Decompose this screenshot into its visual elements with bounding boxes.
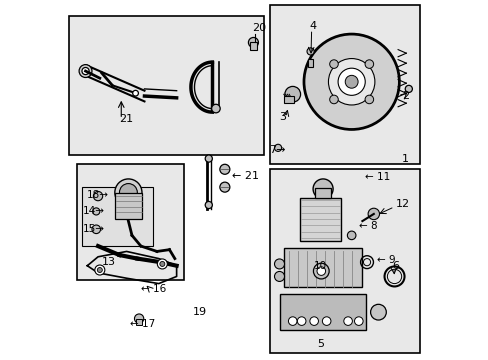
Circle shape [274,144,281,152]
Text: ← 16: ← 16 [141,284,166,294]
Circle shape [97,267,102,273]
Circle shape [370,304,386,320]
Text: ← 21: ← 21 [231,171,259,181]
Circle shape [365,60,373,68]
Circle shape [354,317,363,325]
Circle shape [211,104,220,113]
Circle shape [95,265,104,275]
Circle shape [405,85,411,93]
Circle shape [345,75,357,88]
Circle shape [297,317,305,325]
Text: ← 8: ← 8 [358,221,377,231]
Text: 10: 10 [313,261,326,271]
Bar [283,96,293,103]
Circle shape [220,182,229,192]
Circle shape [288,317,296,325]
Circle shape [82,67,89,75]
Circle shape [322,317,330,325]
Circle shape [367,208,379,220]
Circle shape [220,164,229,174]
Text: 12: 12 [395,199,409,209]
Bar [69,16,264,155]
Circle shape [115,179,142,206]
Text: 20: 20 [251,23,265,33]
Circle shape [343,317,352,325]
Circle shape [306,48,313,55]
Circle shape [79,64,92,77]
Text: 5: 5 [316,339,323,348]
Circle shape [274,271,284,282]
Bar [283,248,362,287]
Bar [280,294,365,330]
Bar [299,198,340,241]
Bar [77,164,183,280]
Bar [269,169,419,353]
Text: ← 11: ← 11 [365,172,390,182]
Text: 7→: 7→ [268,145,285,155]
Text: 14→: 14→ [83,206,105,216]
Text: 1: 1 [401,154,408,163]
Circle shape [312,179,332,199]
Text: 15→: 15→ [83,224,105,234]
Text: ← 9: ← 9 [376,255,394,265]
Text: 4: 4 [309,21,316,31]
Circle shape [248,37,258,48]
Circle shape [316,267,325,275]
Circle shape [285,86,300,102]
Bar [249,42,257,50]
Circle shape [160,261,164,266]
Circle shape [274,259,284,269]
Circle shape [93,192,102,201]
Circle shape [134,314,143,323]
Bar [307,59,313,67]
Bar [136,319,142,325]
Text: 6: 6 [391,261,399,271]
Text: 3: 3 [278,112,285,122]
Circle shape [365,95,373,104]
Circle shape [92,225,101,234]
Text: 21: 21 [119,114,133,124]
Circle shape [119,184,137,202]
Circle shape [328,59,374,105]
Bar [314,188,330,198]
Bar [269,5,419,164]
Circle shape [93,208,100,215]
Text: 13: 13 [102,257,115,267]
Circle shape [304,35,398,129]
Circle shape [329,95,338,104]
Circle shape [329,60,338,68]
Bar [82,187,153,246]
Text: 19: 19 [192,307,206,317]
FancyArrowPatch shape [405,88,407,89]
Circle shape [309,317,318,325]
Text: 18→: 18→ [86,190,108,200]
Circle shape [205,155,212,162]
Circle shape [132,90,138,96]
Circle shape [346,231,355,240]
Circle shape [157,259,167,269]
Bar [115,193,142,219]
Text: 2: 2 [401,91,408,101]
Circle shape [337,68,365,95]
Circle shape [205,202,212,208]
Text: ← 17: ← 17 [130,319,155,329]
Circle shape [313,263,328,279]
Circle shape [303,33,399,130]
